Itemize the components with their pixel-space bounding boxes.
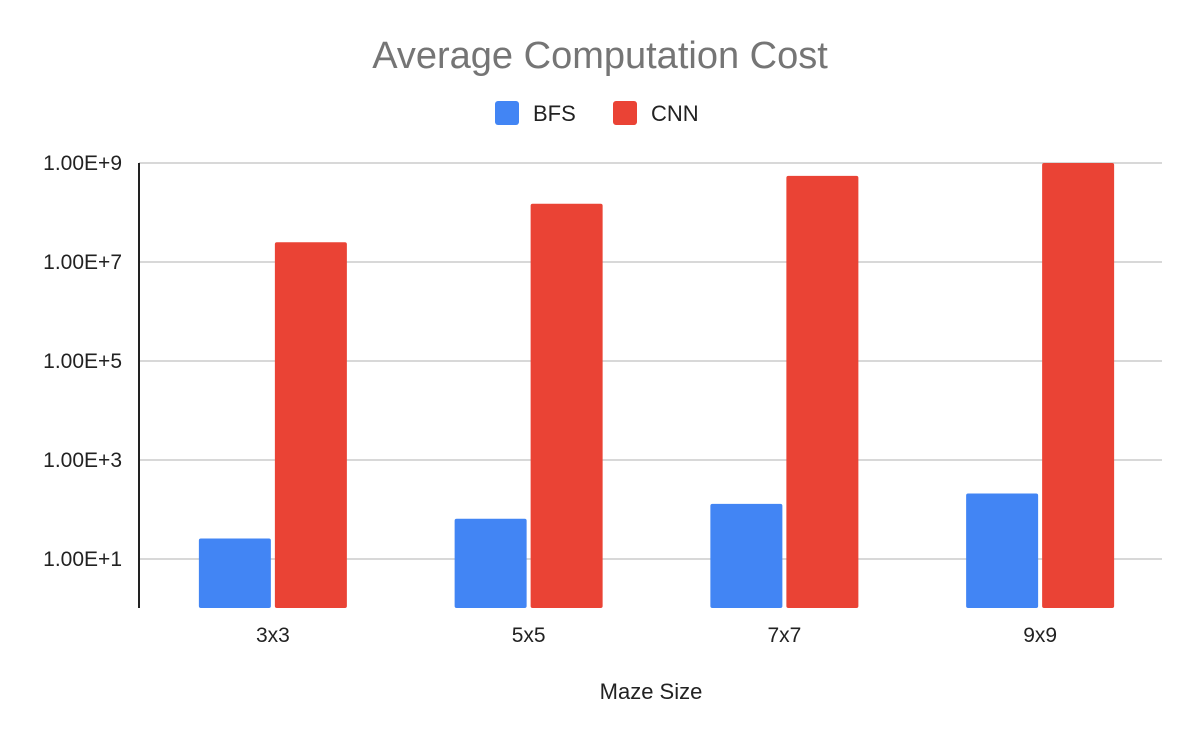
chart-title: Average Computation Cost bbox=[372, 35, 828, 77]
x-axis-title: Maze Size bbox=[600, 679, 703, 704]
bar-bfs-7x7 bbox=[710, 503, 783, 608]
x-tick-label: 9x9 bbox=[1023, 624, 1057, 647]
x-tick-label: 7x7 bbox=[767, 624, 801, 647]
bar-cnn-3x3 bbox=[274, 242, 347, 608]
bar-cnn-9x9 bbox=[1042, 163, 1115, 608]
legend-swatch-cnn bbox=[613, 101, 637, 125]
bar-bfs-5x5 bbox=[454, 518, 527, 608]
bar-cnn-7x7 bbox=[786, 175, 859, 608]
bars bbox=[198, 163, 1115, 608]
y-tick-label: 1.00E+5 bbox=[43, 350, 122, 373]
y-tick-label: 1.00E+9 bbox=[43, 152, 122, 175]
y-axis-tick-labels: 1.00E+1 1.00E+3 1.00E+5 1.00E+7 1.00E+9 bbox=[43, 152, 122, 571]
x-tick-label: 3x3 bbox=[256, 624, 290, 647]
x-axis-tick-labels: 3x3 5x5 7x7 9x9 bbox=[256, 624, 1057, 647]
y-tick-label: 1.00E+3 bbox=[43, 449, 122, 472]
bar-bfs-3x3 bbox=[198, 538, 271, 608]
legend: BFS CNN bbox=[495, 101, 699, 126]
legend-label-bfs: BFS bbox=[533, 101, 576, 126]
bar-cnn-5x5 bbox=[530, 203, 603, 608]
bar-bfs-9x9 bbox=[966, 493, 1039, 608]
y-tick-label: 1.00E+1 bbox=[43, 548, 122, 571]
x-tick-label: 5x5 bbox=[512, 624, 546, 647]
legend-swatch-bfs bbox=[495, 101, 519, 125]
y-tick-label: 1.00E+7 bbox=[43, 251, 122, 274]
legend-label-cnn: CNN bbox=[651, 101, 699, 126]
